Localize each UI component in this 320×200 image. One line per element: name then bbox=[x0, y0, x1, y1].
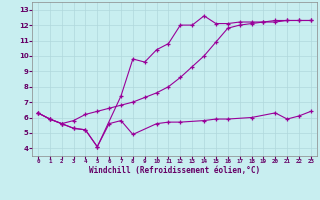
X-axis label: Windchill (Refroidissement éolien,°C): Windchill (Refroidissement éolien,°C) bbox=[89, 166, 260, 175]
